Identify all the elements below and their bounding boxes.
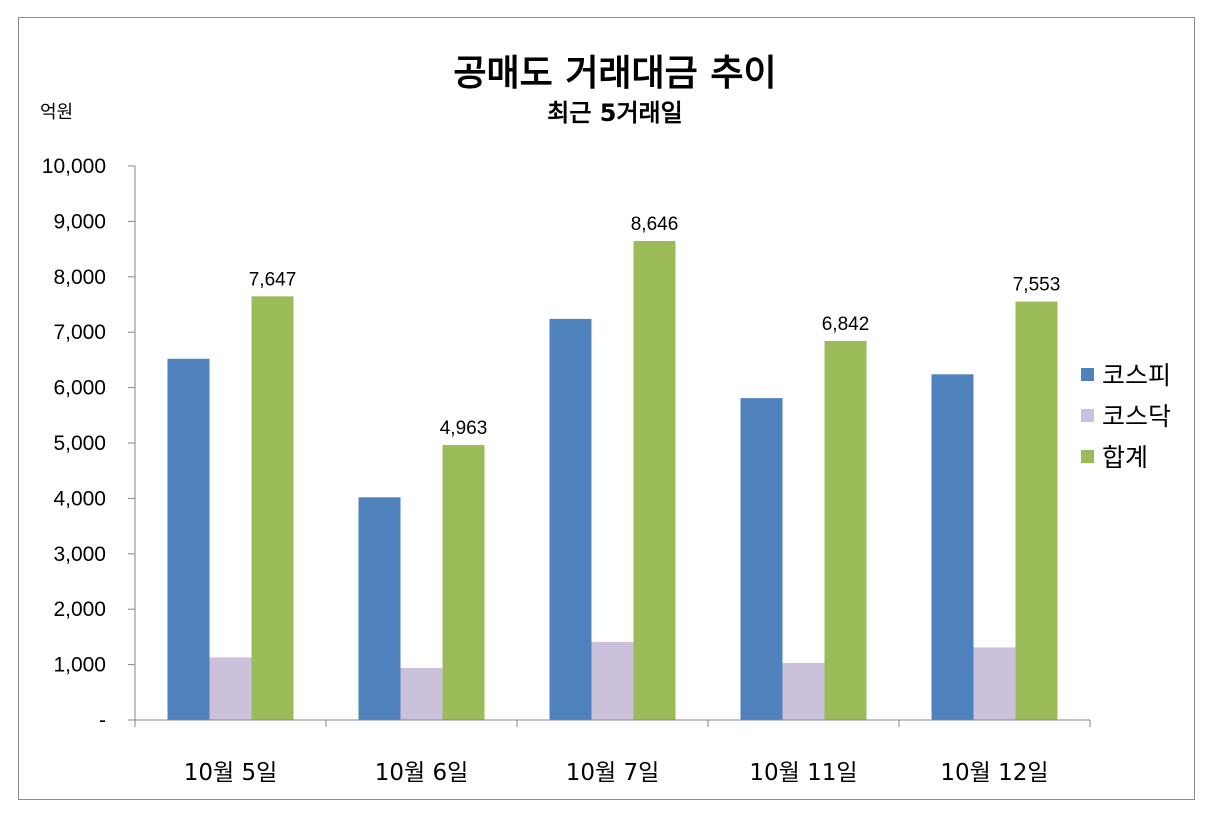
data-label-2: 8,646 [631, 214, 679, 235]
y-tick-label-4: 4,000 [53, 487, 106, 510]
x-tick-label-2: 10월 7일 [566, 760, 660, 786]
data-label-group: 7,647 4,963 8,646 6,842 7,553 [249, 214, 1061, 439]
bar-코스피-2 [549, 318, 592, 720]
legend-swatch-2 [1081, 450, 1094, 463]
bar-group [167, 241, 1058, 720]
bar-코스닥-4 [973, 647, 1016, 720]
data-label-4: 7,553 [1013, 275, 1061, 296]
bar-합계-0 [251, 296, 294, 720]
y-tick-label-10: 10,000 [42, 155, 106, 178]
y-tick-label-9: 9,000 [53, 210, 106, 233]
legend-swatch-1 [1081, 409, 1094, 422]
x-tick-label-4: 10월 12일 [940, 760, 1048, 786]
bar-합계-4 [1015, 301, 1058, 720]
legend-swatch-0 [1081, 368, 1094, 381]
x-tick-label-1: 10월 6일 [375, 760, 469, 786]
bar-코스피-1 [358, 497, 401, 720]
legend-label-0: 코스피 [1102, 361, 1171, 390]
bar-코스닥-1 [400, 667, 443, 720]
y-tick-label-2: 2,000 [53, 598, 106, 621]
x-tick-label-0: 10월 5일 [184, 760, 278, 786]
bar-합계-1 [442, 445, 485, 720]
chart-title: 공매도 거래대금 추이 [453, 53, 776, 94]
bar-합계-2 [633, 241, 676, 720]
y-tick-label-6: 6,000 [53, 377, 106, 400]
y-tick-label-3: 3,000 [53, 543, 106, 566]
legend-label-2: 합계 [1102, 443, 1148, 472]
axes-group: - 1,000 2,000 3,000 4,000 5,000 6,000 7,000 8,00… [42, 155, 1091, 786]
bar-합계-3 [824, 340, 867, 720]
bar-코스닥-2 [591, 641, 634, 720]
legend-label-1: 코스닥 [1102, 402, 1171, 431]
y-tick-label-8: 8,000 [53, 266, 106, 289]
y-tick-label-1: 1,000 [53, 654, 106, 677]
y-tick-label-7: 7,000 [53, 321, 106, 344]
data-label-0: 7,647 [249, 269, 297, 290]
bar-코스피-0 [167, 358, 210, 720]
y-axis-unit-label: 억원 [40, 102, 73, 123]
chart-subtitle: 최근 5거래일 [547, 99, 682, 127]
bar-코스피-4 [931, 374, 974, 720]
y-tick-label-0: - [99, 709, 106, 732]
x-tick-label-3: 10월 11일 [749, 760, 857, 786]
bar-코스피-3 [740, 398, 783, 720]
bar-코스닥-3 [782, 662, 825, 720]
data-label-1: 4,963 [440, 418, 488, 439]
bar-코스닥-0 [209, 657, 252, 720]
data-label-3: 6,842 [822, 314, 870, 335]
y-tick-label-5: 5,000 [53, 432, 106, 455]
